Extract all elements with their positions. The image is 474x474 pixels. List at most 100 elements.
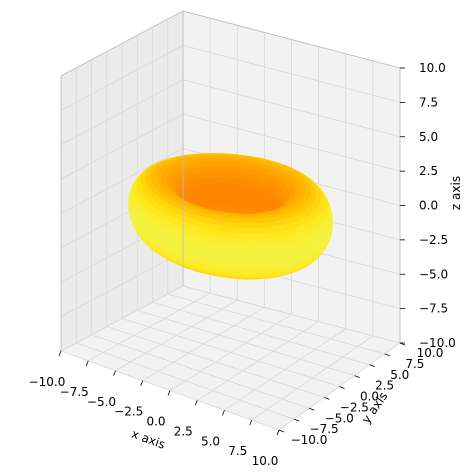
surface-facet (229, 171, 236, 179)
surface-facet (247, 276, 257, 279)
surface-facet (217, 189, 223, 197)
surface-facet (229, 183, 235, 191)
surface-facet (257, 263, 268, 270)
surface-facet (238, 178, 244, 186)
surface-facet (240, 251, 251, 259)
z-axis-label: z axis (449, 176, 463, 210)
surface-facet (266, 257, 276, 265)
surface-facet (233, 190, 239, 198)
surface-facet (246, 222, 256, 229)
surface-facet (233, 196, 239, 204)
y-tick-mark (339, 386, 345, 389)
x-tick-mark (58, 350, 62, 357)
surface-facet (253, 222, 264, 229)
surface-facet (240, 233, 250, 241)
y-tick-mark (309, 407, 315, 411)
surface-facet (229, 166, 236, 173)
surface-facet (223, 243, 233, 252)
surface-facet (299, 187, 306, 191)
x-tick-mark (249, 419, 253, 426)
surface-facet (209, 189, 215, 197)
surface-facet (217, 183, 223, 191)
z-tick-label: −5.0 (419, 267, 448, 281)
surface-facet (150, 174, 157, 178)
surface-facet (224, 171, 231, 179)
surface-facet (231, 226, 241, 234)
x-tick-label: 0.0 (146, 415, 165, 429)
surface-facet (249, 193, 255, 201)
surface-facet (234, 172, 240, 180)
surface-facet (221, 183, 227, 191)
surface-facet (225, 195, 231, 203)
x-tick-mark (222, 410, 225, 416)
z-tick-label: 0.0 (419, 199, 438, 213)
surface-facet (234, 162, 242, 168)
surface-facet (225, 183, 231, 191)
surface-facet (240, 245, 251, 253)
z-axis-ticks: −10.0 −7.5 −5.0 −2.5 0.0 2.5 5.0 7.5 10.0 (400, 61, 456, 350)
surface-facet (213, 189, 219, 197)
surface-facet (248, 273, 258, 277)
surface-facet (221, 189, 227, 197)
surface-facet (202, 196, 207, 204)
surface-facet (248, 233, 258, 241)
surface-facet (249, 264, 259, 270)
surface-facet (238, 184, 244, 193)
z-tick-label: 7.5 (419, 95, 438, 109)
surface-facet (298, 192, 306, 196)
surface-facet (240, 268, 250, 274)
surface-facet (240, 239, 250, 247)
x-tick-label: 5.0 (201, 434, 220, 448)
surface-facet (199, 197, 204, 205)
x-tick-mark (194, 400, 198, 406)
surface-facet (232, 251, 242, 259)
y-axis-ticks: −10.0−7.5−5.0−2.50.02.55.07.510.0 (278, 342, 443, 447)
surface-facet (239, 227, 249, 234)
surface-facet (229, 177, 235, 185)
surface-facet (234, 202, 239, 209)
surface-facet (206, 190, 211, 198)
surface-facet (257, 239, 267, 247)
surface-facet (247, 227, 257, 234)
surface-facet (249, 252, 259, 259)
y-tick-mark (354, 375, 360, 378)
surface-facet (221, 195, 227, 203)
surface-facet (248, 239, 259, 247)
surface-facet (256, 233, 266, 240)
y-tick-label: −5.0 (325, 411, 354, 425)
z-tick-label: −2.5 (419, 233, 448, 247)
y-tick-mark (324, 397, 330, 400)
x-tick-label: −2.5 (114, 405, 143, 419)
torus-surface (128, 153, 334, 280)
x-axis-ticks: −10.0−7.5−5.0−2.50.0 2.5 5.0 7.5 10.0 (29, 350, 280, 468)
x-axis-label: x axis (130, 427, 168, 452)
surface-facet (231, 244, 242, 253)
z-tick-label: 10.0 (419, 61, 446, 75)
y-tick-mark (278, 429, 285, 433)
x-tick-mark (85, 360, 89, 367)
surface-facet (257, 268, 267, 274)
surface-facet (238, 190, 243, 199)
surface-facet (223, 157, 231, 163)
surface-facet (229, 196, 235, 203)
x-tick-mark (113, 370, 116, 376)
x-tick-mark (140, 380, 144, 386)
surface-facet (229, 161, 236, 168)
x-tick-label: −10.0 (29, 375, 66, 389)
surface-facet (232, 257, 242, 265)
surface-facet (231, 222, 241, 229)
surface-facet (220, 171, 226, 178)
x-tick-label: 10.0 (252, 454, 279, 468)
surface-facet (264, 232, 274, 240)
surface-facet (274, 243, 284, 252)
surface-facet (234, 166, 241, 174)
surface-facet (229, 190, 235, 198)
surface-facet (238, 202, 244, 209)
surface-facet (224, 161, 231, 167)
surface-facet (299, 189, 306, 194)
surface-facet (242, 185, 248, 193)
surface-facet (220, 206, 227, 212)
surface-facet (249, 245, 259, 253)
y-tick-label: 5.0 (390, 368, 409, 382)
